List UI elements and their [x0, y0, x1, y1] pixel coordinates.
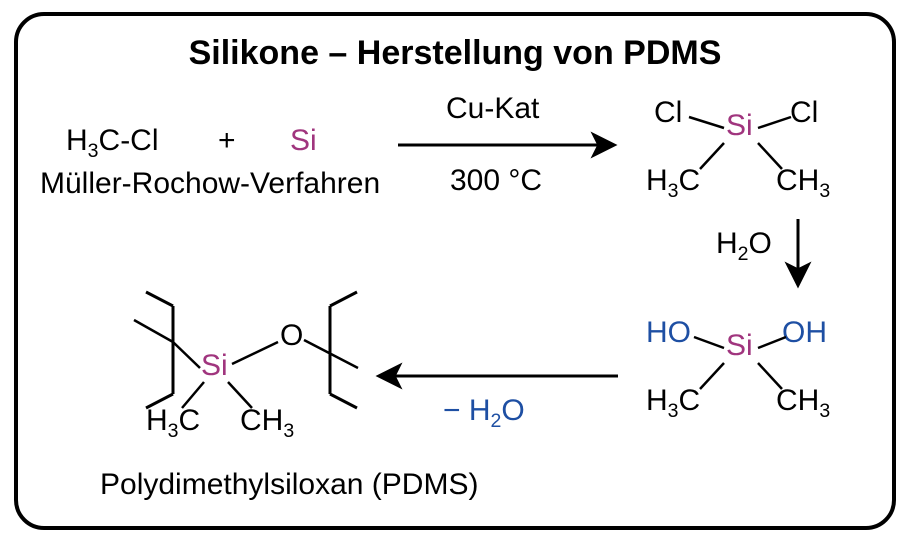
p1-cl-left: Cl — [654, 96, 682, 130]
pdms-si: Si — [201, 349, 228, 383]
arrow3-minus-h2o: − H2O — [443, 394, 525, 428]
pdms-name: Polydimethylsiloxan (PDMS) — [100, 468, 478, 502]
silanol-ch3-left: H3C — [646, 384, 700, 418]
process-name: Müller-Rochow-Verfahren — [40, 167, 380, 201]
p1-cl-right: Cl — [790, 96, 818, 130]
pdms-ch3-left: H3C — [146, 404, 200, 438]
plus-sign: + — [218, 124, 236, 158]
pdms-o: O — [280, 319, 303, 353]
p1-si: Si — [726, 109, 753, 143]
silanol-oh-right: OH — [782, 316, 827, 350]
arrow1-top-label: Cu-Kat — [446, 92, 539, 126]
p1-ch3-right: CH3 — [776, 164, 830, 198]
reactant-h3c-cl: H3C-Cl — [66, 124, 159, 158]
diagram-frame: Silikone – Herstellung von PDMS H3C-Cl +… — [14, 12, 896, 530]
diagram-title: Silikone – Herstellung von PDMS — [18, 34, 892, 73]
silanol-oh-left: HO — [646, 316, 691, 350]
arrow1-bottom-label: 300 °C — [450, 164, 542, 198]
pdms-ch3-right: CH3 — [240, 404, 294, 438]
reactant-si: Si — [290, 124, 317, 158]
silanol-ch3-right: CH3 — [776, 384, 830, 418]
p1-ch3-left: H3C — [646, 164, 700, 198]
silanol-si: Si — [726, 329, 753, 363]
arrow2-h2o: H2O — [716, 227, 772, 261]
